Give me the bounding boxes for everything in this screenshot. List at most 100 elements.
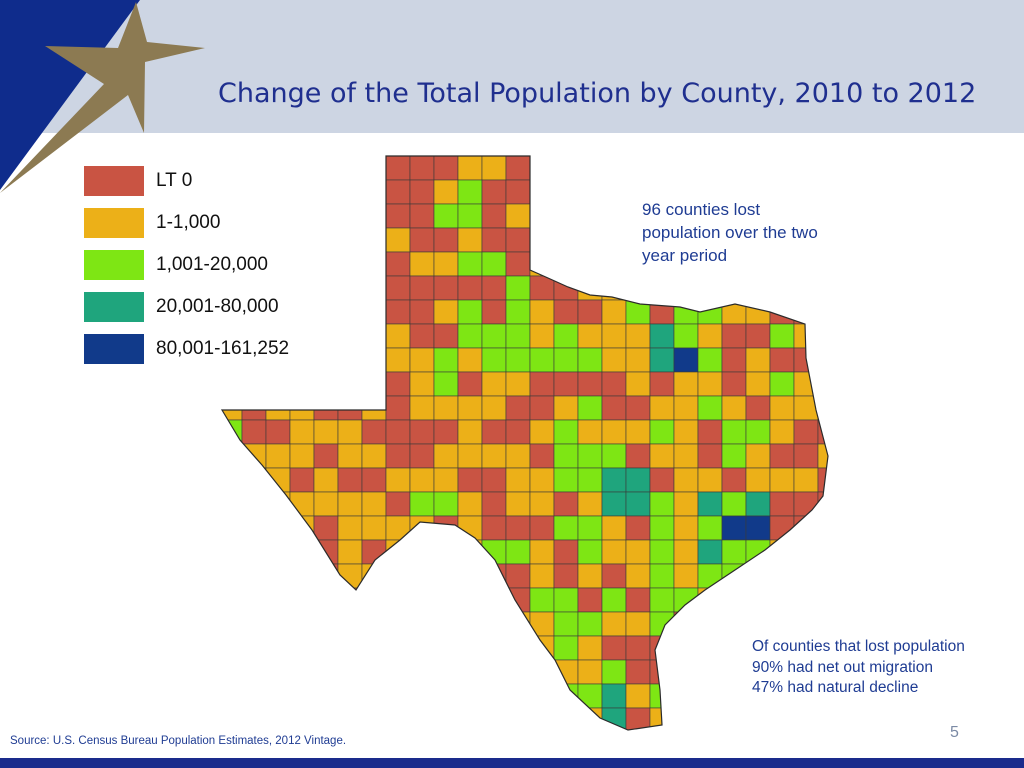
county-cell xyxy=(241,156,267,181)
county-cell xyxy=(385,347,411,373)
county-cell xyxy=(265,227,291,253)
county-cell xyxy=(601,227,627,253)
county-cell xyxy=(650,732,674,756)
county-cell xyxy=(625,323,651,349)
county-cell xyxy=(721,275,747,301)
county-cell xyxy=(673,323,699,349)
county-cell xyxy=(434,732,458,756)
county-cell xyxy=(697,611,723,637)
county-cell xyxy=(553,539,579,565)
county-cell xyxy=(577,275,603,301)
county-cell xyxy=(697,635,723,661)
county-cell xyxy=(553,275,579,301)
county-cell xyxy=(745,323,771,349)
county-cell xyxy=(673,299,699,325)
county-cell xyxy=(222,156,243,181)
county-cell xyxy=(385,563,411,589)
county-cell xyxy=(673,611,699,637)
county-cell xyxy=(577,563,603,589)
county-cell xyxy=(673,659,699,685)
page-number: 5 xyxy=(950,724,959,741)
county-cell xyxy=(265,683,291,709)
county-cell xyxy=(385,395,411,421)
county-cell xyxy=(673,156,699,181)
county-cell xyxy=(529,323,555,349)
county-cell xyxy=(793,275,819,301)
county-cell xyxy=(697,443,723,469)
county-cell xyxy=(289,395,315,421)
county-cell xyxy=(337,347,363,373)
county-cell xyxy=(529,251,555,277)
county-cell xyxy=(505,611,531,637)
county-cell xyxy=(505,179,531,205)
county-cell xyxy=(313,323,339,349)
county-cell xyxy=(433,323,459,349)
county-cell xyxy=(289,491,315,517)
county-cell xyxy=(337,611,363,637)
county-cell xyxy=(361,251,387,277)
county-cell xyxy=(625,635,651,661)
county-cell xyxy=(697,467,723,493)
county-cell xyxy=(241,227,267,253)
county-cell xyxy=(265,587,291,613)
county-cell xyxy=(457,419,483,445)
county-cell xyxy=(289,251,315,277)
county-cell xyxy=(433,443,459,469)
county-cell xyxy=(649,299,675,325)
county-cell xyxy=(313,371,339,397)
county-cell xyxy=(721,347,747,373)
county-cell xyxy=(433,203,459,229)
county-cell xyxy=(745,707,771,730)
county-cell xyxy=(481,683,507,709)
county-cell xyxy=(289,419,315,445)
county-cell xyxy=(361,203,387,229)
county-cell xyxy=(241,683,267,709)
county-cell xyxy=(721,323,747,349)
county-cell xyxy=(409,611,435,637)
county-cell xyxy=(601,179,627,205)
slide-title: Change of the Total Population by County… xyxy=(218,78,977,109)
county-cell xyxy=(457,587,483,613)
county-cell xyxy=(601,587,627,613)
county-cell xyxy=(505,371,531,397)
county-cell xyxy=(361,275,387,301)
county-cell xyxy=(410,732,434,756)
legend-label: 1-1,000 xyxy=(156,212,221,233)
county-cell xyxy=(361,635,387,661)
county-cell xyxy=(769,395,795,421)
county-cell xyxy=(553,707,579,730)
county-cell xyxy=(481,467,507,493)
county-cell xyxy=(745,563,771,589)
county-cell xyxy=(529,443,555,469)
county-cell xyxy=(409,395,435,421)
county-cell xyxy=(721,491,747,517)
county-cell xyxy=(241,323,267,349)
county-cell xyxy=(361,299,387,325)
county-cell xyxy=(481,275,507,301)
county-cell xyxy=(457,683,483,709)
county-cell xyxy=(241,539,267,565)
county-cell xyxy=(481,156,507,181)
county-cell xyxy=(601,443,627,469)
county-cell xyxy=(793,539,819,565)
county-cell xyxy=(222,395,243,421)
county-cell xyxy=(337,179,363,205)
county-cell xyxy=(769,467,795,493)
county-cell xyxy=(529,395,555,421)
county-cell xyxy=(481,611,507,637)
county-cell xyxy=(529,611,555,637)
county-cell xyxy=(313,683,339,709)
county-cell xyxy=(409,347,435,373)
county-cell xyxy=(817,156,828,181)
county-cell xyxy=(385,635,411,661)
county-cell xyxy=(793,443,819,469)
county-cell xyxy=(817,611,828,637)
county-cell xyxy=(265,203,291,229)
county-cell xyxy=(626,732,650,756)
county-cell xyxy=(337,515,363,541)
county-cell xyxy=(553,347,579,373)
county-cell xyxy=(433,251,459,277)
county-cell xyxy=(409,275,435,301)
county-cell xyxy=(673,443,699,469)
county-cell xyxy=(793,515,819,541)
